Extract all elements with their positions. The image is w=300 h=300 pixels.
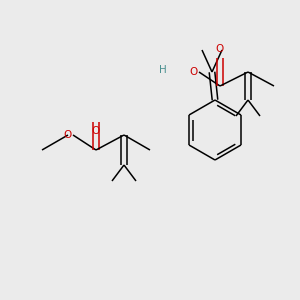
- Text: O: O: [92, 126, 100, 136]
- Text: O: O: [64, 130, 72, 140]
- Text: H: H: [159, 65, 167, 75]
- Text: O: O: [216, 44, 224, 54]
- Text: O: O: [189, 67, 197, 77]
